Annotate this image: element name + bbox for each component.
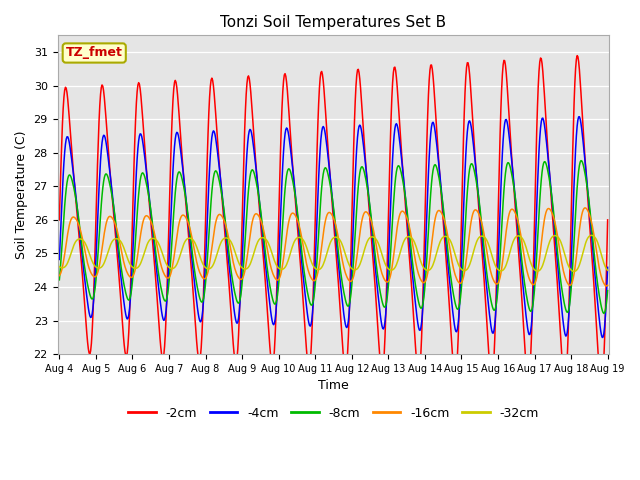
-16cm — [416, 275, 424, 281]
-32cm — [207, 265, 214, 271]
-16cm — [581, 205, 589, 211]
-2cm — [598, 383, 605, 389]
-32cm — [588, 232, 595, 238]
-4cm — [122, 312, 129, 317]
-2cm — [604, 217, 611, 223]
-8cm — [604, 288, 611, 294]
-4cm — [400, 180, 408, 185]
-4cm — [56, 257, 63, 263]
X-axis label: Time: Time — [318, 379, 349, 392]
-32cm — [122, 250, 129, 256]
-4cm — [604, 264, 611, 270]
Line: -16cm: -16cm — [60, 208, 607, 286]
-32cm — [416, 256, 424, 262]
-16cm — [604, 282, 611, 288]
-32cm — [177, 248, 185, 254]
-4cm — [207, 152, 214, 158]
Title: Tonzi Soil Temperatures Set B: Tonzi Soil Temperatures Set B — [220, 15, 447, 30]
-16cm — [602, 283, 610, 289]
-2cm — [416, 363, 424, 369]
-32cm — [56, 264, 63, 270]
Y-axis label: Soil Temperature (C): Soil Temperature (C) — [15, 131, 28, 259]
-16cm — [65, 223, 73, 228]
-8cm — [600, 311, 607, 316]
Line: -8cm: -8cm — [60, 161, 607, 313]
Line: -2cm: -2cm — [60, 56, 607, 386]
Line: -32cm: -32cm — [60, 235, 607, 271]
-32cm — [604, 267, 611, 273]
-16cm — [400, 209, 408, 215]
-2cm — [400, 184, 408, 190]
-2cm — [207, 84, 214, 89]
-16cm — [207, 256, 214, 262]
-4cm — [598, 335, 606, 340]
-8cm — [416, 304, 424, 310]
-4cm — [575, 114, 583, 120]
-8cm — [177, 173, 185, 179]
-2cm — [122, 353, 129, 359]
-16cm — [177, 214, 185, 219]
-2cm — [65, 115, 73, 120]
-8cm — [400, 185, 408, 191]
-8cm — [207, 209, 214, 215]
-2cm — [573, 53, 581, 59]
-8cm — [122, 290, 129, 296]
-4cm — [177, 154, 185, 159]
-8cm — [65, 172, 73, 178]
-16cm — [56, 273, 63, 278]
-4cm — [416, 327, 424, 333]
Legend: -2cm, -4cm, -8cm, -16cm, -32cm: -2cm, -4cm, -8cm, -16cm, -32cm — [123, 402, 544, 425]
-2cm — [177, 144, 185, 150]
-8cm — [56, 277, 63, 283]
-32cm — [400, 238, 408, 244]
-8cm — [577, 158, 585, 164]
-32cm — [570, 268, 578, 274]
Line: -4cm: -4cm — [60, 117, 607, 337]
-2cm — [56, 217, 63, 223]
-32cm — [65, 256, 73, 262]
-4cm — [65, 140, 73, 145]
-16cm — [122, 266, 129, 272]
Text: TZ_fmet: TZ_fmet — [66, 47, 123, 60]
